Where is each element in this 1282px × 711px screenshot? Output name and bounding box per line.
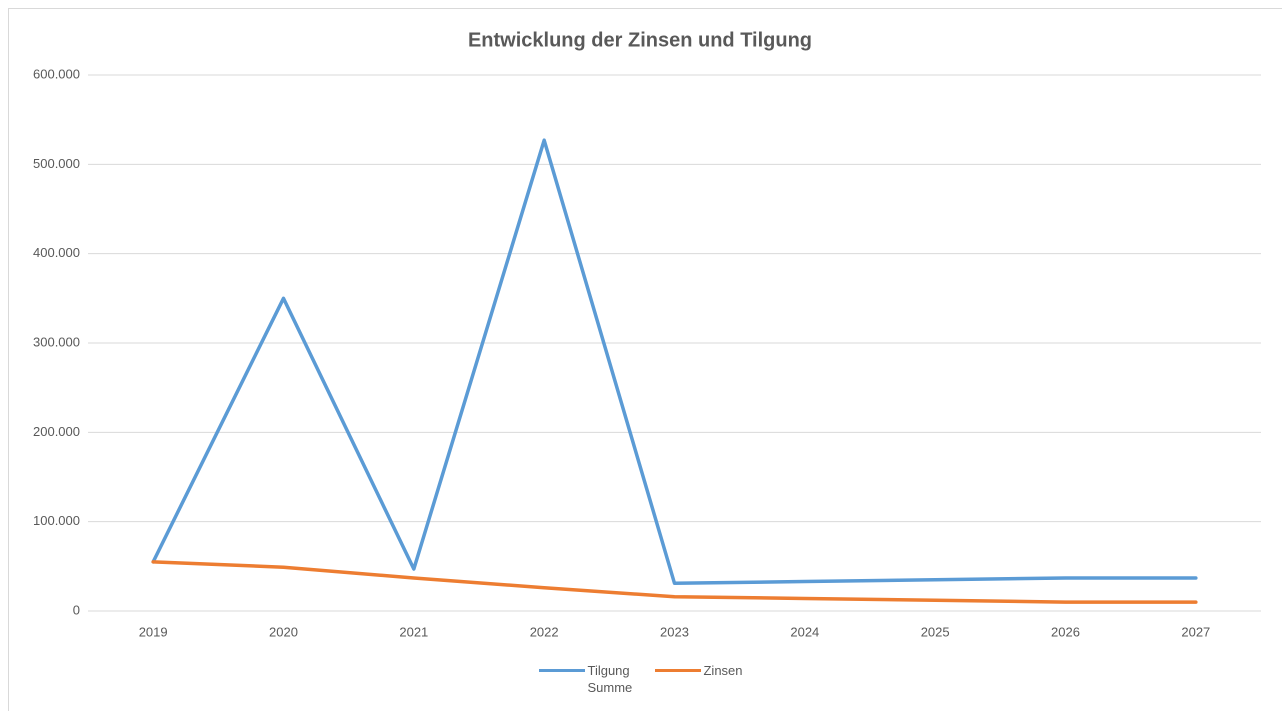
y-tick-label: 100.000 bbox=[33, 513, 80, 528]
legend-swatch bbox=[539, 669, 586, 672]
x-tick-label: 2026 bbox=[1051, 624, 1080, 639]
x-tick-label: 2021 bbox=[399, 624, 428, 639]
legend-item: Zinsen bbox=[655, 662, 743, 696]
x-tick-label: 2025 bbox=[921, 624, 950, 639]
x-tick-label: 2019 bbox=[139, 624, 168, 639]
line-series bbox=[151, 138, 1198, 586]
legend-label: Tilgung Summe bbox=[587, 663, 633, 695]
y-tick-label: 500.000 bbox=[33, 156, 80, 171]
x-tick-label: 2023 bbox=[660, 624, 689, 639]
x-tick-label: 2024 bbox=[790, 624, 819, 639]
legend-swatch bbox=[655, 669, 702, 672]
legend-item: Tilgung Summe bbox=[539, 662, 647, 696]
legend: Tilgung Summe Zinsen bbox=[0, 662, 1282, 696]
legend-label: Zinsen bbox=[703, 663, 743, 678]
y-tick-label: 400.000 bbox=[33, 245, 80, 260]
x-tick-label: 2027 bbox=[1181, 624, 1210, 639]
x-tick-label: 2020 bbox=[269, 624, 298, 639]
y-tick-label: 200.000 bbox=[33, 424, 80, 439]
x-tick-label: 2022 bbox=[530, 624, 559, 639]
chart-frame bbox=[8, 8, 1282, 711]
y-tick-label: 300.000 bbox=[33, 334, 80, 349]
y-tick-label: 0 bbox=[73, 602, 80, 617]
y-tick-label: 600.000 bbox=[33, 66, 80, 81]
line-series bbox=[151, 560, 1198, 604]
chart-title: Entwicklung der Zinsen und Tilgung bbox=[468, 29, 812, 51]
